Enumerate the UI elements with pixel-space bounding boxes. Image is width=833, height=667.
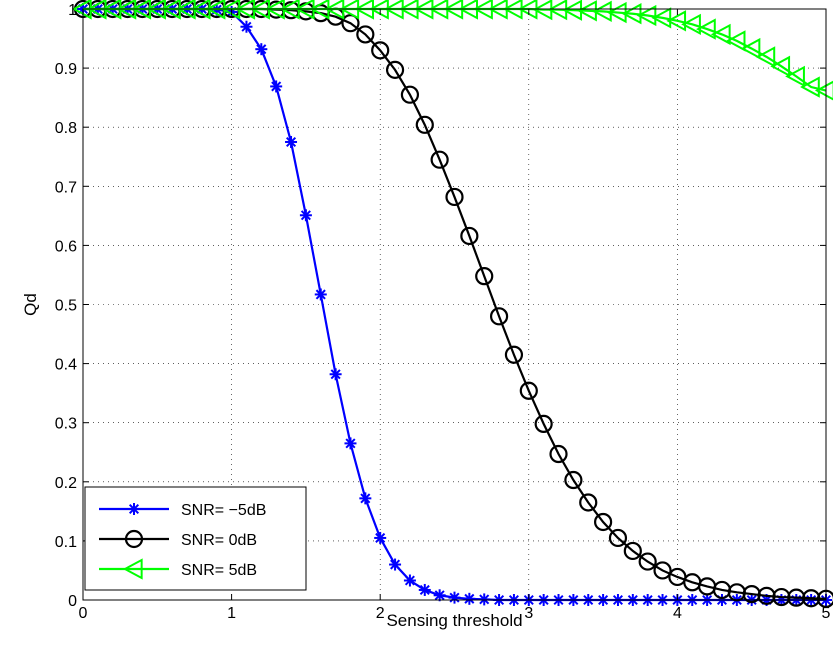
data-point	[389, 558, 402, 571]
data-point	[814, 80, 833, 101]
data-point	[710, 23, 731, 46]
data-point	[579, 493, 598, 512]
data-point	[255, 43, 268, 56]
data-point	[385, 60, 405, 79]
data-point	[770, 55, 791, 78]
data-point	[696, 18, 716, 40]
data-point	[802, 589, 821, 608]
x-tick-label: 5	[822, 605, 831, 622]
x-tick-label: 0	[79, 605, 88, 622]
data-point	[564, 470, 583, 490]
data-point	[359, 492, 372, 505]
y-tick-label: 0.9	[55, 61, 77, 78]
data-point	[314, 288, 327, 301]
y-axis-label: Qd	[21, 293, 40, 316]
data-point	[787, 588, 806, 607]
legend-label: SNR= −5dB	[181, 502, 266, 519]
data-point	[374, 531, 387, 544]
legend-marker	[128, 503, 140, 515]
y-tick-label: 0	[68, 593, 77, 610]
data-point	[433, 589, 446, 602]
data-point	[725, 30, 746, 52]
data-point	[430, 150, 449, 169]
data-point	[240, 20, 253, 33]
data-point	[403, 574, 416, 587]
data-point	[415, 115, 434, 134]
legend-box	[84, 486, 307, 591]
data-point	[371, 41, 390, 60]
data-point	[341, 14, 360, 33]
x-axis-label: Sensing threshold	[386, 611, 522, 630]
data-point	[285, 135, 298, 148]
data-point	[638, 552, 657, 571]
data-point	[755, 46, 776, 68]
data-point	[681, 13, 701, 36]
y-tick-label: 0.4	[55, 357, 77, 374]
data-point	[623, 541, 642, 561]
x-tick-label: 3	[524, 605, 533, 622]
data-point	[504, 345, 524, 364]
x-tick-label: 2	[376, 605, 385, 622]
y-tick-label: 0.5	[55, 298, 77, 315]
data-point	[608, 528, 628, 548]
data-point	[653, 561, 672, 580]
y-tick-label: 0.1	[55, 534, 77, 551]
data-point	[772, 587, 791, 607]
data-point	[299, 209, 312, 222]
legend: SNR= −5dB SNR= 0dB SNR= 5dB	[84, 486, 307, 591]
y-tick-label: 0.6	[55, 238, 77, 255]
data-point	[460, 226, 479, 246]
y-tick-label: 0.8	[55, 120, 77, 137]
legend-marker	[122, 558, 143, 580]
data-point	[549, 444, 568, 464]
x-tick-label: 1	[227, 605, 236, 622]
legend-item: SNR= 0dB	[99, 529, 257, 549]
data-point	[800, 76, 820, 98]
grid	[83, 9, 826, 600]
legend-item: SNR= 5dB	[99, 558, 257, 580]
data-point	[636, 4, 657, 27]
data-point	[519, 381, 538, 400]
legend-marker	[124, 529, 144, 549]
series-3	[71, 0, 833, 101]
y-tick-label: 0.7	[55, 179, 77, 196]
data-point	[534, 414, 553, 433]
y-tick-label: 0.2	[55, 475, 77, 492]
data-point	[463, 592, 476, 605]
axis-ticks: 0 1 2 3 4 5 0 0.1 0.2 0.3 0.4 0.5 0.6 0.7 0.8 0.9 1	[55, 2, 831, 622]
y-tick-label: 1	[68, 2, 77, 19]
legend-item: SNR= −5dB	[99, 502, 266, 519]
y-tick-label: 0.3	[55, 416, 77, 433]
data-point	[445, 187, 464, 207]
data-point	[418, 583, 431, 596]
data-point	[478, 593, 491, 606]
data-point	[785, 65, 805, 88]
legend-label: SNR= 0dB	[181, 532, 257, 549]
data-point	[344, 437, 357, 450]
data-point	[651, 7, 672, 29]
data-point	[356, 25, 375, 44]
data-point	[740, 37, 761, 60]
data-point	[270, 80, 283, 93]
data-point	[593, 512, 613, 532]
legend-label: SNR= 5dB	[181, 562, 257, 579]
data-point	[448, 591, 461, 604]
data-point	[489, 307, 509, 326]
x-tick-label: 4	[673, 605, 682, 622]
data-point	[666, 10, 687, 32]
data-point	[400, 85, 420, 104]
data-point	[475, 267, 494, 286]
data-point	[329, 368, 342, 381]
